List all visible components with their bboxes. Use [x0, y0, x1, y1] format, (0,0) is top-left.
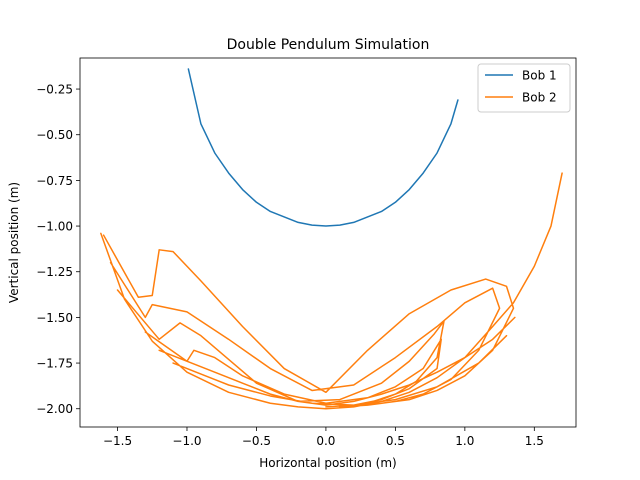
x-tick-label: −1.5: [103, 434, 132, 448]
y-tick-label: −1.50: [36, 311, 73, 325]
y-tick-label: −2.00: [36, 402, 73, 416]
y-axis: −0.25 −0.50 −0.75 −1.00 −1.25 −1.50 −1.75 −2.00: [36, 83, 80, 416]
x-tick-label: 0.5: [386, 434, 405, 448]
x-tick-label: 1.0: [455, 434, 474, 448]
y-tick-label: −0.25: [36, 83, 73, 97]
series-line-bob-2: [100, 172, 563, 410]
plot-area: [100, 68, 563, 410]
y-tick-label: −1.25: [36, 265, 73, 279]
y-tick-label: −0.50: [36, 128, 73, 142]
plot-frame: [79, 57, 577, 428]
y-tick-label: −1.75: [36, 357, 73, 371]
x-tick-label: −0.5: [242, 434, 271, 448]
y-axis-label: Vertical position (m): [7, 182, 21, 303]
x-axis: −1.5 −1.0 −0.5 0.0 0.5 1.0 1.5: [103, 427, 544, 448]
x-tick-label: 0.0: [316, 434, 335, 448]
y-tick-label: −0.75: [36, 174, 73, 188]
chart-title: Double Pendulum Simulation: [227, 37, 430, 53]
x-tick-label: 1.5: [525, 434, 544, 448]
x-tick-label: −1.0: [172, 434, 201, 448]
y-tick-label: −1.00: [36, 220, 73, 234]
legend-label-bob-2: Bob 2: [522, 91, 557, 105]
legend-box: [477, 63, 571, 113]
x-axis-label: Horizontal position (m): [259, 456, 396, 470]
legend-label-bob-1: Bob 1: [522, 69, 557, 83]
legend: Bob 1 Bob 2: [477, 63, 571, 113]
series-line-bob-1: [187, 68, 459, 227]
series-layer: [100, 68, 563, 410]
